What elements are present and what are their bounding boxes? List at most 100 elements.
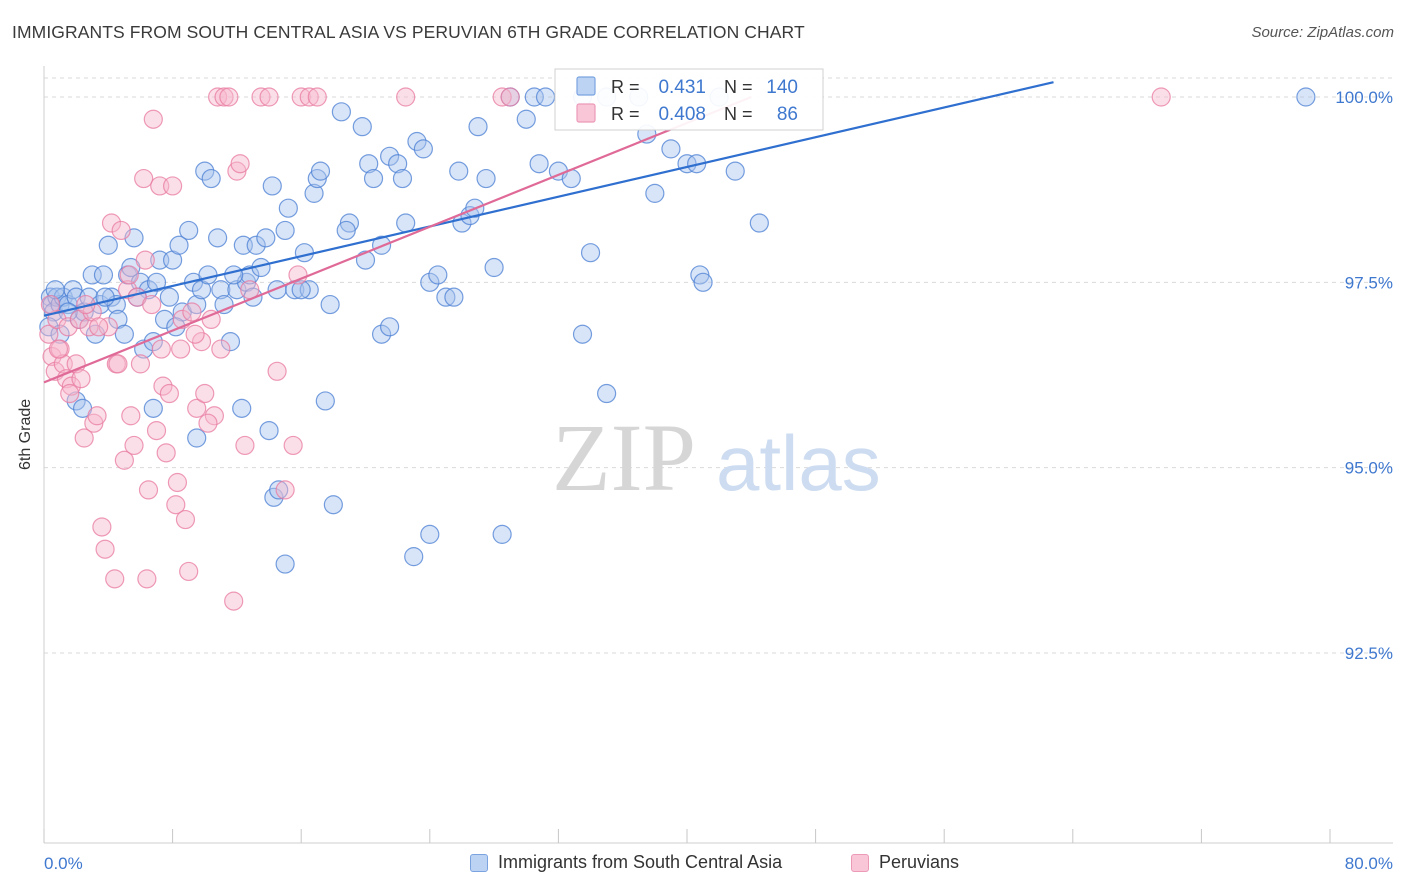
data-point	[151, 339, 171, 359]
data-point	[71, 369, 91, 389]
data-point	[220, 332, 241, 352]
data-point	[208, 87, 228, 107]
data-point	[267, 361, 287, 381]
legend-item-south-central-asia[interactable]: Immigrants from South Central Asia	[470, 852, 782, 873]
data-point	[371, 324, 392, 344]
data-point	[79, 317, 99, 337]
data-point	[413, 139, 433, 159]
data-point	[359, 154, 379, 174]
data-point	[240, 265, 260, 285]
data-point	[134, 168, 154, 189]
stats-n-value: 140	[766, 77, 798, 98]
data-point	[138, 480, 159, 500]
x-tick-label: 0.0%	[44, 854, 83, 873]
data-point	[93, 265, 114, 285]
x-tick-label: 80.0%	[1345, 854, 1393, 873]
data-point	[749, 213, 769, 233]
data-point	[39, 317, 59, 337]
data-point	[146, 272, 167, 292]
data-point	[121, 406, 141, 426]
data-point	[195, 161, 215, 181]
data-point	[380, 146, 400, 166]
data-point	[275, 554, 295, 574]
data-point	[230, 154, 250, 174]
axes: 92.5% 95.0% 97.5% 100.0% 0.0% 80.0%	[43, 66, 1393, 873]
data-point	[195, 383, 215, 404]
watermark-zip: ZIP	[552, 404, 696, 511]
data-point	[191, 332, 212, 352]
stats-r-value: 0.408	[658, 104, 706, 125]
data-point	[262, 176, 282, 196]
data-point	[331, 102, 351, 122]
data-point	[87, 406, 107, 426]
data-point	[224, 591, 244, 611]
data-point	[198, 265, 218, 285]
data-point	[468, 117, 488, 137]
y-tick-label: 95.0%	[1345, 459, 1393, 478]
data-point	[187, 398, 207, 418]
y-tick-label: 92.5%	[1345, 644, 1393, 663]
watermark: ZIP atlas	[552, 404, 881, 511]
stats-r-value: 0.431	[658, 77, 706, 98]
data-point	[529, 154, 549, 174]
data-point	[246, 235, 266, 255]
data-point	[304, 183, 324, 203]
data-point	[283, 435, 303, 456]
data-point	[428, 265, 448, 285]
data-point	[235, 435, 255, 456]
data-point	[580, 243, 601, 263]
data-point	[291, 87, 311, 107]
chart-title: IMMIGRANTS FROM SOUTH CENTRAL ASIA VS PE…	[12, 22, 805, 42]
y-tick-label: 97.5%	[1345, 273, 1393, 292]
data-point	[163, 176, 183, 196]
data-point	[142, 294, 162, 315]
data-point	[645, 183, 665, 203]
data-point	[201, 168, 221, 189]
data-point	[74, 428, 94, 448]
data-point	[1151, 87, 1171, 107]
legend-label-peruvians: Peruvians	[879, 852, 960, 872]
data-point	[39, 324, 59, 344]
data-point	[179, 561, 199, 582]
data-point	[204, 406, 224, 426]
data-point	[288, 265, 308, 285]
data-point	[187, 428, 207, 448]
data-point	[449, 161, 469, 181]
data-point	[492, 524, 512, 544]
data-point	[198, 413, 218, 433]
data-point	[1296, 87, 1316, 107]
data-point	[484, 257, 504, 278]
data-point	[101, 213, 122, 233]
data-point	[352, 117, 372, 137]
data-point	[48, 339, 69, 359]
trend-line-peruvians	[43, 95, 752, 384]
data-point	[66, 391, 86, 411]
data-point	[291, 280, 311, 300]
data-point	[211, 339, 231, 359]
data-point	[182, 302, 202, 322]
stats-n-label: N =	[724, 104, 753, 124]
data-point	[111, 220, 131, 241]
legend-item-peruvians[interactable]: Peruvians	[851, 852, 959, 873]
data-point	[420, 524, 440, 544]
data-point	[58, 317, 78, 337]
stats-swatch	[576, 103, 596, 123]
data-point	[363, 168, 384, 189]
data-point	[476, 168, 496, 189]
data-point	[60, 383, 80, 404]
data-point	[114, 450, 134, 470]
data-point	[42, 346, 62, 367]
stats-swatch	[576, 76, 596, 96]
data-point	[143, 398, 163, 418]
data-point	[404, 547, 424, 567]
data-point	[380, 317, 400, 337]
stats-legend: R = 0.431 N = 140 R = 0.408 N = 86	[554, 68, 824, 131]
data-point	[269, 480, 289, 500]
data-point	[95, 539, 115, 559]
data-point	[40, 294, 61, 315]
data-point	[323, 495, 343, 515]
data-point	[171, 339, 191, 359]
data-point	[214, 87, 234, 107]
data-point	[597, 383, 617, 404]
